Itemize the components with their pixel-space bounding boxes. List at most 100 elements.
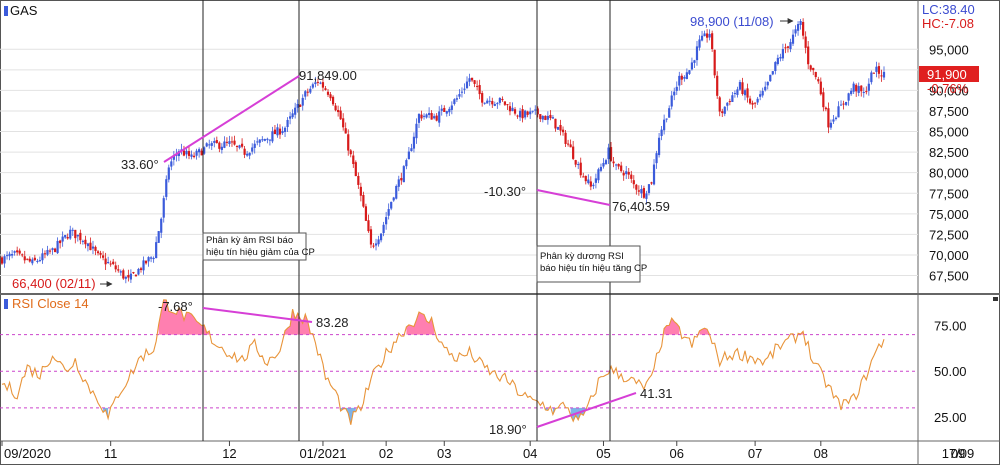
candle-body	[582, 176, 585, 178]
candle-body	[620, 165, 623, 172]
candle-body	[76, 234, 79, 237]
rsi-angle-bear: -7.68°	[158, 299, 193, 314]
candle-body	[561, 129, 565, 133]
candle-body	[48, 250, 52, 252]
candle-body	[420, 114, 423, 119]
candle-body	[228, 141, 231, 144]
candle-body	[26, 258, 29, 260]
price-tick-label: 85,000	[929, 125, 969, 140]
candle-body	[112, 261, 115, 265]
candle-body	[756, 98, 759, 103]
candle-body	[650, 182, 653, 184]
candle-body	[187, 151, 191, 156]
candle-body	[604, 160, 608, 165]
candle-body	[33, 257, 36, 261]
candle-body	[276, 127, 279, 136]
candle-body	[460, 91, 464, 93]
candle-body	[104, 258, 107, 265]
candle-body	[572, 146, 575, 159]
candle-body	[0, 257, 4, 264]
candle-body	[657, 137, 661, 156]
candle-body	[872, 72, 875, 74]
rsi-bull-value: 41.31	[640, 386, 673, 401]
candle-body	[501, 98, 504, 101]
candle-body	[597, 169, 600, 181]
hc-label: HC:-7.08	[922, 16, 974, 31]
candle-body	[218, 142, 221, 149]
candle-body	[402, 166, 405, 183]
candle-body	[511, 107, 514, 111]
candle-body	[496, 103, 499, 105]
candle-body	[705, 33, 709, 38]
rsi-peak-value: 83.28	[316, 315, 349, 330]
candle-body	[503, 101, 507, 105]
price-tick-label: 95,000	[929, 42, 969, 57]
candle-body	[124, 276, 127, 279]
candle-body	[632, 180, 635, 185]
x-tick-label: 02	[379, 446, 393, 461]
candle-body	[521, 109, 524, 119]
candle-body	[882, 71, 886, 78]
candle-body	[655, 153, 658, 164]
x-tick-label: 06	[670, 446, 684, 461]
price-trendline-bullish	[536, 189, 611, 206]
candle-body	[819, 81, 822, 95]
rsi-tick-label: 25.00	[934, 410, 967, 425]
candle-body	[827, 108, 830, 128]
candle-body	[688, 70, 691, 74]
candle-body	[784, 47, 787, 49]
candle-body	[417, 114, 421, 123]
candle-body	[400, 178, 403, 181]
annotation-low: 66,400 (02/11)	[12, 276, 96, 291]
candle-body	[152, 257, 155, 260]
candle-body	[660, 129, 663, 137]
candle-body	[89, 242, 92, 251]
candle-body	[170, 161, 173, 167]
candle-body	[842, 103, 845, 105]
candle-body	[470, 77, 474, 81]
rsi-title: RSI Close 14	[12, 296, 89, 311]
candle-body	[107, 262, 110, 264]
candle-body	[61, 236, 64, 242]
candle-body	[865, 91, 868, 93]
annotation-angle-up: 33.60°	[121, 157, 159, 172]
panel-resize-handle[interactable]	[993, 297, 998, 301]
candle-body	[155, 242, 158, 259]
candle-body	[779, 57, 782, 59]
candle-body	[759, 94, 762, 97]
candle-body	[291, 113, 294, 118]
candle-body	[877, 66, 881, 74]
candle-body	[556, 126, 560, 130]
candle-body	[478, 85, 481, 95]
candle-body	[339, 110, 342, 120]
candle-body	[564, 132, 567, 144]
candle-body	[238, 145, 241, 148]
candle-body	[144, 260, 148, 264]
candle-body	[137, 268, 140, 275]
candle-body	[79, 232, 82, 241]
candle-body	[94, 246, 97, 251]
candle-body	[91, 246, 95, 249]
candle-body	[524, 110, 527, 118]
candle-body	[430, 113, 433, 120]
rsi-zone-fill	[664, 318, 680, 335]
candle-body	[771, 71, 774, 75]
candle-body	[630, 174, 633, 179]
candle-body	[367, 220, 370, 232]
candle-body	[700, 35, 704, 41]
candle-body	[129, 273, 132, 280]
candle-body	[839, 104, 843, 106]
rsi-tick-label: 75.00	[934, 318, 967, 333]
candle-body	[438, 111, 441, 123]
candle-body	[539, 114, 542, 120]
rsi-ticks: 75.00 50.00 25.00	[934, 318, 967, 425]
rsi-trendline-bullish	[536, 392, 637, 428]
rsi-zone-fill	[158, 299, 210, 335]
x-tick-label: 04	[523, 446, 537, 461]
candle-body	[640, 189, 643, 194]
candle-body	[721, 111, 724, 114]
candle-body	[162, 198, 165, 218]
candle-body	[334, 105, 337, 111]
ticker-label: GAS	[10, 3, 38, 18]
annotation-high: 98,900 (11/08)	[690, 14, 774, 29]
